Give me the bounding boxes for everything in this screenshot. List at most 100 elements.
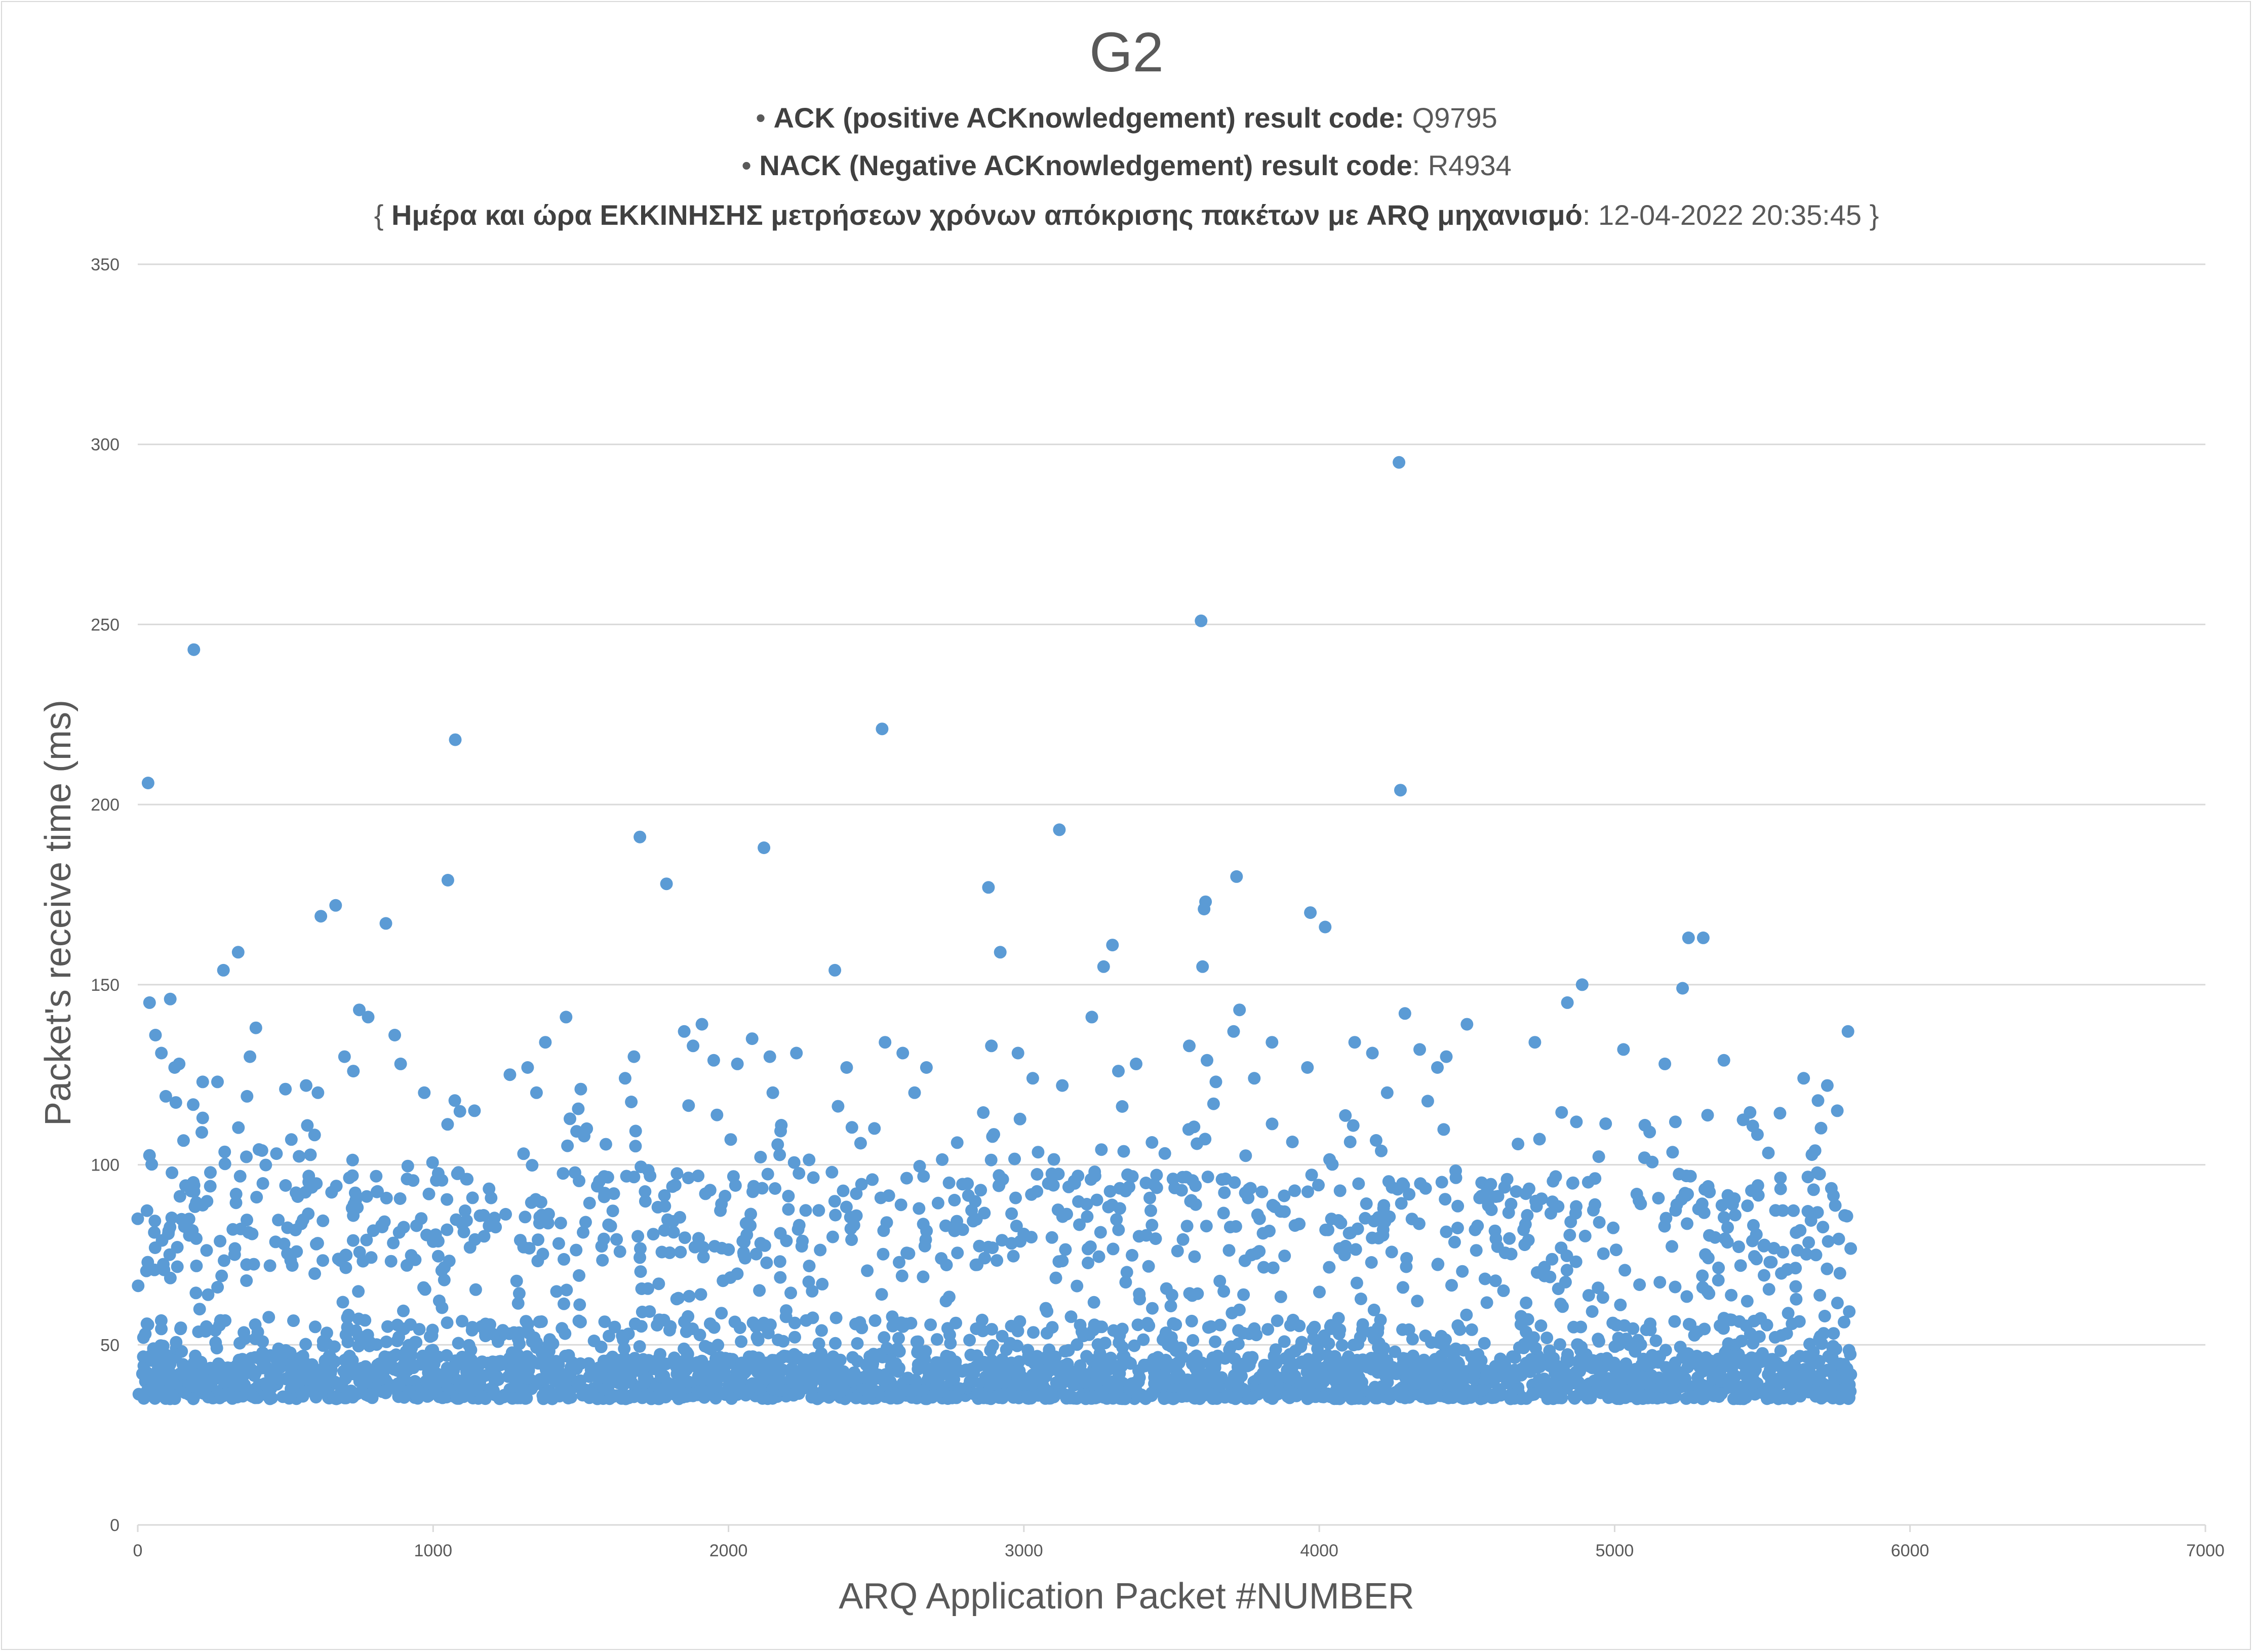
data-point xyxy=(1339,1109,1352,1122)
data-point xyxy=(924,1318,937,1332)
data-point-outlier xyxy=(1201,1054,1213,1067)
data-point xyxy=(997,1379,1010,1391)
x-tick-label: 5000 xyxy=(1596,1541,1634,1560)
data-point xyxy=(287,1314,300,1327)
data-point xyxy=(1733,1382,1747,1395)
data-point xyxy=(1453,1389,1467,1402)
y-tick-label: 200 xyxy=(91,795,120,815)
data-point xyxy=(1712,1274,1725,1287)
data-point xyxy=(1347,1119,1360,1132)
data-point xyxy=(965,1204,978,1217)
data-point xyxy=(1435,1337,1448,1350)
data-point xyxy=(1843,1305,1856,1318)
nack-separator: : xyxy=(1412,149,1420,181)
data-point xyxy=(912,1362,925,1376)
data-point xyxy=(1717,1211,1730,1224)
data-point xyxy=(877,1247,890,1261)
data-point-outlier xyxy=(763,1050,776,1063)
x-tick-label: 0 xyxy=(133,1541,143,1560)
data-point xyxy=(1376,1382,1389,1395)
data-point xyxy=(746,1356,759,1369)
data-point xyxy=(784,1286,797,1300)
data-point xyxy=(606,1204,619,1218)
data-point xyxy=(1068,1175,1081,1188)
data-point-outlier xyxy=(159,1090,172,1103)
data-point xyxy=(733,1378,746,1391)
data-point xyxy=(829,1337,842,1350)
data-point-outlier xyxy=(1266,1036,1279,1049)
data-point xyxy=(405,1249,418,1262)
data-point xyxy=(1508,1363,1521,1377)
data-point xyxy=(1313,1285,1326,1299)
data-point xyxy=(1693,1360,1706,1374)
data-point xyxy=(917,1218,930,1231)
data-point xyxy=(189,1286,203,1300)
data-point xyxy=(1112,1223,1125,1236)
ack-label: ACK (positive ACKnowledgement) result co… xyxy=(773,102,1405,134)
data-point xyxy=(816,1277,829,1291)
data-point xyxy=(1682,1347,1694,1360)
data-point xyxy=(211,1369,224,1383)
data-point-outlier xyxy=(1053,823,1066,836)
data-point xyxy=(773,1255,786,1268)
data-point xyxy=(710,1108,724,1121)
data-point xyxy=(792,1223,805,1236)
data-point xyxy=(1826,1353,1839,1366)
data-point xyxy=(1744,1106,1757,1119)
start-time-separator: : xyxy=(1582,199,1591,231)
data-point xyxy=(1738,1368,1752,1381)
data-point xyxy=(1308,1376,1321,1389)
data-point xyxy=(311,1237,324,1250)
data-point xyxy=(1574,1320,1588,1334)
data-point xyxy=(901,1384,915,1397)
data-point xyxy=(634,1265,647,1278)
data-point xyxy=(1704,1362,1717,1376)
data-point xyxy=(936,1153,949,1166)
data-point xyxy=(1352,1377,1365,1390)
data-point xyxy=(564,1112,576,1125)
data-point xyxy=(796,1373,809,1386)
data-point xyxy=(978,1206,991,1220)
data-point-outlier xyxy=(329,899,342,912)
data-point xyxy=(863,1372,876,1385)
data-point xyxy=(1305,1169,1318,1182)
data-point xyxy=(132,1279,145,1293)
data-point xyxy=(1699,1248,1712,1261)
data-point xyxy=(1815,1337,1829,1350)
data-point xyxy=(1141,1317,1154,1330)
data-point xyxy=(1021,1344,1035,1357)
data-point xyxy=(1818,1310,1831,1322)
data-point xyxy=(1268,1200,1281,1213)
data-point xyxy=(300,1357,313,1371)
data-point xyxy=(1689,1390,1702,1403)
data-point xyxy=(536,1389,549,1402)
data-point xyxy=(598,1383,611,1396)
data-point xyxy=(1328,1358,1341,1371)
data-point xyxy=(1471,1219,1484,1232)
data-point xyxy=(880,1342,893,1355)
data-point xyxy=(195,1126,208,1139)
data-point xyxy=(424,1344,438,1357)
start-time-label: Ημέρα και ώρα ΕΚΚΙΝΗΣΗΣ μετρήσεων χρόνων… xyxy=(391,199,1583,231)
data-point xyxy=(1774,1172,1787,1185)
data-point xyxy=(1701,1109,1714,1122)
data-point xyxy=(1167,1392,1180,1405)
data-point xyxy=(1207,1097,1220,1110)
data-point xyxy=(780,1234,793,1247)
data-point xyxy=(682,1099,695,1112)
data-point xyxy=(391,1377,405,1390)
data-point xyxy=(1838,1315,1850,1328)
data-point xyxy=(1226,1307,1239,1319)
data-point xyxy=(1185,1314,1198,1327)
data-point xyxy=(849,1391,862,1404)
data-point xyxy=(1367,1303,1380,1316)
data-point xyxy=(178,1220,191,1233)
data-point xyxy=(550,1285,563,1298)
data-point xyxy=(353,1375,366,1388)
data-point xyxy=(740,1228,754,1241)
data-point xyxy=(1352,1338,1365,1351)
data-point xyxy=(1840,1362,1853,1375)
data-point xyxy=(697,1251,710,1264)
data-point xyxy=(1179,1171,1193,1184)
data-point xyxy=(1659,1344,1672,1357)
